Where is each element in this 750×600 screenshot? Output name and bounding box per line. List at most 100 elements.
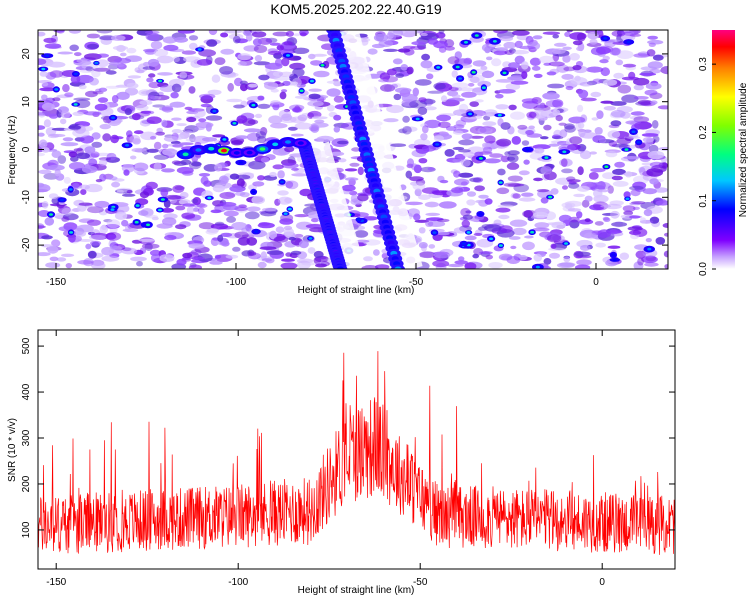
heatmap-cell	[414, 79, 432, 86]
heatmap-cell	[648, 42, 656, 47]
heatmap-cell	[484, 135, 496, 144]
heatmap-cell	[243, 45, 259, 52]
heatmap-cell	[65, 263, 73, 269]
heatmap-cell	[393, 83, 402, 88]
heatmap-cell	[425, 220, 434, 227]
heatmap-cell	[395, 73, 405, 78]
heatmap-cell	[80, 189, 87, 195]
heatmap-cell	[466, 199, 476, 206]
y-tick-label: 100	[21, 521, 32, 538]
heatmap-cell	[314, 119, 325, 124]
heatmap-cell	[540, 197, 549, 204]
heatmap-cell	[497, 204, 514, 208]
heatmap-cell	[169, 101, 186, 108]
heatmap-cell	[251, 195, 265, 205]
heatmap-cell	[239, 192, 250, 198]
heatmap-cell	[209, 260, 223, 265]
heatmap-cell	[316, 135, 334, 142]
heatmap-cell	[604, 165, 609, 168]
heatmap-cell	[622, 205, 636, 212]
heatmap-cell	[633, 53, 651, 58]
heatmap-cell	[79, 184, 90, 190]
heatmap-cell	[233, 151, 240, 155]
heatmap-cell	[179, 71, 188, 79]
heatmap-cell	[552, 136, 564, 140]
heatmap-cell	[540, 166, 552, 175]
heatmap-cell	[488, 262, 503, 269]
heatmap-cell	[639, 217, 647, 224]
heatmap-cell	[363, 256, 373, 262]
heatmap-cell	[461, 159, 471, 167]
heatmap-cell	[611, 253, 616, 257]
heatmap-cell	[88, 234, 106, 240]
heatmap-cell	[109, 245, 118, 250]
heatmap-cell	[481, 70, 495, 79]
heatmap-cell	[633, 261, 644, 269]
heatmap-cell	[561, 73, 574, 80]
heatmap-cell	[543, 258, 552, 265]
heatmap-cell	[418, 242, 428, 249]
heatmap-cell	[87, 206, 104, 214]
heatmap-cell	[172, 184, 185, 193]
heatmap-cell	[257, 95, 265, 101]
heatmap-cell	[308, 93, 321, 100]
heatmap-cell	[146, 116, 162, 124]
heatmap-cell	[212, 109, 217, 113]
x-tick-label: -100	[226, 277, 246, 288]
colorbar-ticks: 0.0 0.1 0.2 0.3	[698, 57, 716, 276]
heatmap-cell	[74, 52, 82, 57]
heatmap-cell	[455, 65, 460, 69]
heatmap-cell	[641, 133, 659, 137]
heatmap-cell	[595, 46, 611, 55]
heatmap-cell	[361, 265, 379, 269]
heatmap-cell	[435, 32, 446, 39]
heatmap-cell	[561, 158, 568, 168]
heatmap-cell	[357, 166, 364, 176]
heatmap-cell	[543, 124, 552, 131]
heatmap-cell	[281, 162, 299, 169]
heatmap-cell	[281, 57, 290, 67]
heatmap-cell	[451, 94, 461, 99]
heatmap-cell	[504, 151, 511, 156]
heatmap-cell	[660, 156, 668, 163]
heatmap-cell	[68, 188, 73, 191]
heatmap-cell	[607, 130, 621, 139]
heatmap-cell	[420, 32, 428, 37]
heatmap-cell	[198, 173, 211, 177]
heatmap-cell	[175, 205, 186, 211]
heatmap-cell	[273, 236, 289, 243]
heatmap-cell	[101, 255, 120, 262]
heatmap-cell	[41, 82, 49, 87]
heatmap-cell	[238, 204, 247, 208]
heatmap-cell	[150, 253, 160, 263]
heatmap-cell	[81, 165, 98, 174]
heatmap-cell	[436, 114, 451, 122]
heatmap-cell	[107, 176, 118, 181]
heatmap-cell	[279, 218, 294, 225]
heatmap-cell	[278, 71, 294, 78]
heatmap-cell	[421, 53, 430, 61]
heatmap-cell	[645, 238, 652, 243]
heatmap-cell	[542, 92, 560, 100]
heatmap-cell	[493, 50, 508, 56]
heatmap-cell	[294, 122, 313, 130]
heatmap-cell	[172, 144, 184, 148]
heatmap-cell	[503, 41, 517, 49]
heatmap-cell	[629, 115, 644, 120]
heatmap-cell	[586, 66, 604, 73]
heatmap-cell	[512, 193, 521, 199]
heatmap-cell	[257, 261, 267, 269]
heatmap-cell	[438, 30, 445, 35]
heatmap-cell	[236, 115, 248, 124]
heatmap-cell	[433, 251, 451, 259]
heatmap-cell	[464, 235, 477, 241]
heatmap-cell	[73, 97, 91, 101]
heatmap-cell	[203, 180, 212, 187]
heatmap-cell	[90, 240, 102, 246]
heatmap-cell	[280, 262, 298, 269]
heatmap-cell	[397, 48, 411, 53]
heatmap-cell	[592, 181, 611, 190]
heatmap-cell	[217, 234, 224, 242]
heatmap-cell	[126, 189, 133, 194]
heatmap-cell	[447, 97, 465, 102]
